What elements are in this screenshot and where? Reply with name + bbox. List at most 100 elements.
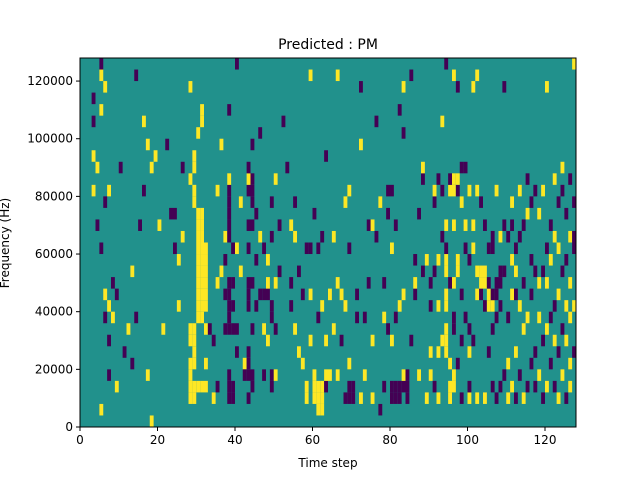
heatmap-cell	[196, 254, 201, 266]
heatmap-cell	[537, 277, 542, 289]
y-tick-label: 80000	[35, 189, 73, 203]
heatmap-cell	[250, 138, 255, 151]
heatmap-cell	[316, 392, 321, 404]
heatmap-cell	[145, 369, 150, 381]
heatmap-cell	[386, 323, 390, 335]
heatmap-cell	[99, 104, 104, 116]
heatmap-cell	[572, 196, 576, 208]
heatmap-cell	[103, 81, 108, 93]
heatmap-cell	[99, 69, 104, 82]
heatmap-cell	[103, 196, 108, 208]
heatmap-cell	[250, 173, 255, 185]
heatmap-cell	[525, 207, 530, 220]
heatmap-cell	[335, 369, 340, 381]
heatmap-cell	[514, 346, 518, 358]
heatmap-cell	[564, 334, 569, 347]
heatmap-cell	[455, 173, 460, 185]
heatmap-cell	[91, 115, 96, 128]
heatmap-cell	[320, 392, 325, 404]
heatmap-cell	[281, 115, 286, 128]
y-tick-label: 20000	[35, 362, 73, 376]
heatmap-cell	[297, 265, 301, 278]
heatmap-cell	[455, 265, 460, 278]
heatmap-cell	[91, 150, 96, 162]
heatmap-cell	[215, 184, 220, 197]
heatmap-cell	[529, 288, 534, 301]
heatmap-cell	[300, 288, 305, 301]
heatmap-cell	[238, 265, 243, 278]
heatmap-cell	[401, 380, 406, 393]
heatmap-cell	[521, 323, 526, 335]
heatmap-cell	[246, 357, 251, 370]
heatmap-cell	[277, 219, 282, 231]
plot-frame	[79, 57, 577, 428]
heatmap-cell	[320, 380, 325, 393]
heatmap-cell	[188, 392, 193, 404]
heatmap-cell	[227, 207, 232, 220]
heatmap-cell	[467, 323, 472, 335]
heatmap-cell	[510, 380, 514, 393]
heatmap-cell	[258, 127, 263, 139]
heatmap-cell	[269, 311, 274, 324]
heatmap-cell	[111, 311, 115, 324]
heatmap-cell	[200, 254, 204, 266]
heatmap-cell	[196, 277, 201, 289]
heatmap-cell	[351, 392, 356, 404]
heatmap-cell	[370, 219, 375, 231]
heatmap-cell	[444, 300, 449, 312]
heatmap-cell	[560, 161, 565, 174]
heatmap-cell	[204, 288, 208, 301]
heatmap-cell	[521, 392, 526, 404]
heatmap-cell	[463, 311, 468, 324]
heatmap-cell	[227, 104, 232, 116]
heatmap-cell	[269, 230, 274, 243]
heatmap-cell	[107, 300, 111, 312]
heatmap-cell	[568, 311, 573, 324]
heatmap-cell	[564, 392, 569, 404]
heatmap-cell	[552, 173, 557, 185]
heatmap-cell	[556, 346, 561, 358]
heatmap-cell	[273, 277, 278, 289]
heatmap-cell	[362, 311, 367, 324]
heatmap-cell	[246, 392, 251, 404]
heatmap-cell	[258, 288, 263, 301]
heatmap-cell	[517, 184, 522, 197]
heatmap-cell	[436, 254, 441, 266]
heatmap-cell	[405, 392, 410, 404]
heatmap-cell	[231, 392, 235, 404]
heatmap-cell	[204, 265, 208, 278]
heatmap-cell	[219, 265, 224, 278]
heatmap-cell	[382, 311, 387, 324]
heatmap-cell	[483, 277, 487, 289]
heatmap-cell	[320, 300, 325, 312]
heatmap-cell	[188, 173, 193, 185]
heatmap-cell	[176, 300, 181, 312]
heatmap-cell	[250, 196, 255, 208]
heatmap-cell	[200, 311, 204, 324]
heatmap-cell	[254, 207, 259, 220]
heatmap-cell	[223, 288, 228, 301]
heatmap-cell	[405, 369, 410, 381]
heatmap-cell	[510, 219, 514, 231]
heatmap-cell	[452, 369, 456, 381]
heatmap-cell	[289, 219, 294, 231]
heatmap-cell	[227, 323, 232, 335]
heatmap-cell	[467, 254, 472, 266]
heatmap-cell	[572, 230, 576, 243]
heatmap-cell	[262, 369, 266, 381]
heatmap-cell	[250, 369, 255, 381]
heatmap-cell	[560, 323, 565, 335]
heatmap-cell	[188, 380, 193, 393]
heatmap-cell	[560, 184, 565, 197]
heatmap-cell	[134, 311, 139, 324]
heatmap-cell	[312, 369, 317, 381]
heatmap-cell	[335, 69, 340, 82]
heatmap-cell	[440, 115, 445, 128]
heatmap-cell	[440, 334, 445, 347]
heatmap-cell	[351, 380, 356, 393]
heatmap-cell	[448, 357, 452, 370]
heatmap-cell	[475, 392, 480, 404]
heatmap-cell	[204, 380, 208, 393]
heatmap-cell	[452, 219, 456, 231]
heatmap-cell	[157, 219, 162, 231]
